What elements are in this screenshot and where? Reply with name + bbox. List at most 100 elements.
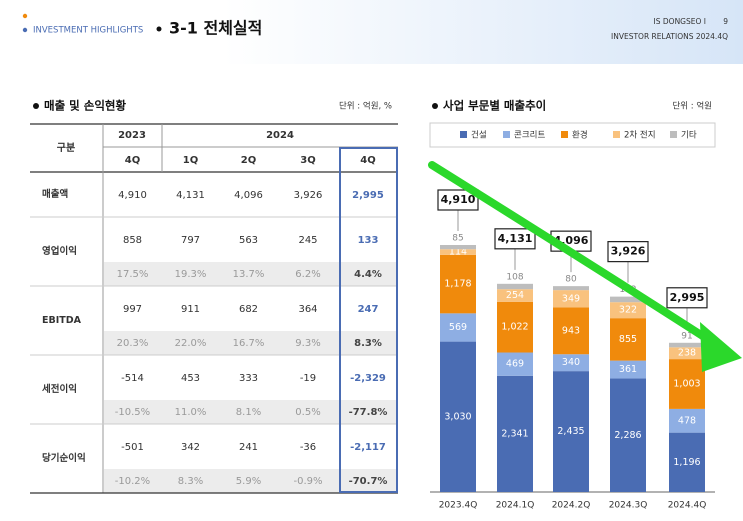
cell-value: -36 [300,442,316,453]
row-label: 당기순이익 [42,452,86,464]
cell-value: 911 [181,304,200,315]
total-label: 3,926 [611,245,646,258]
segment-label: 3,030 [444,411,471,422]
cell-value: 364 [298,304,317,315]
total-label: 4,131 [498,232,533,245]
table-title: 매출 및 손익현황 [44,99,126,113]
cell-value: 2,995 [352,190,384,201]
highlight-column [339,147,398,493]
segment-label: 1,022 [501,322,528,333]
cell-margin: 17.5% [117,269,149,280]
cell-margin: -0.9% [293,476,322,487]
cell-value: 333 [239,373,258,384]
segment-label: 478 [678,415,696,426]
total-box [437,189,479,211]
bar-segment [669,408,705,433]
header-quarter: 4Q [360,155,375,166]
legend-swatch [460,131,467,138]
bullet [432,103,438,109]
segment-label: 80 [565,275,577,285]
cell-margin: 8.1% [236,407,261,418]
segment-label: 340 [562,357,580,368]
segment-label: 349 [562,293,580,304]
bar-segment [553,307,589,355]
x-tick-label: 2024.2Q [552,501,591,511]
table-unit: 단위 : 억원, % [339,101,392,112]
cell-margin: -10.5% [115,407,150,418]
bar-segment [497,289,533,302]
cell-value: 563 [239,235,258,246]
cell-value: 858 [123,235,142,246]
x-tick-label: 2024.3Q [609,501,648,511]
cell-value: 4,910 [118,190,147,201]
cell-value: 4,131 [176,190,205,201]
margin-bg [104,331,398,355]
bar-segment [497,352,533,376]
segment-label: 85 [452,234,463,244]
section-label: INVESTMENT HIGHLIGHTS [33,26,143,36]
cell-value: 245 [298,235,317,246]
chart-title: 사업 부문별 매출추이 [443,99,546,113]
margin-bg [104,469,398,493]
bar-segment [553,290,589,308]
cell-margin: 16.7% [233,338,265,349]
bar-segment [669,359,705,409]
header-bg [0,0,743,64]
cell-margin: 13.7% [233,269,265,280]
legend-label: 건설 [471,130,487,141]
cell-value: 797 [181,235,200,246]
segment-label: 2,286 [614,430,641,441]
dot [22,27,28,33]
cell-value: 133 [358,235,379,246]
bar-segment [497,283,533,290]
cell-value: 247 [358,304,379,315]
row-label: 세전이익 [42,383,77,395]
segment-label: 943 [562,325,580,336]
annotation-arrowhead [700,322,742,372]
cell-margin: 0.5% [295,407,320,418]
header-label: 구분 [57,142,75,154]
bar-segment [610,302,646,319]
cell-margin: -70.7% [349,476,388,487]
total-label: 4,910 [441,193,476,206]
total-box [494,228,536,250]
segment-label: 361 [619,364,637,375]
segment-label: 108 [506,272,523,282]
margin-bg [104,400,398,424]
company: IS DONGSEO I [654,17,706,26]
bar-segment [497,375,533,492]
header-quarter: 4Q [125,155,140,166]
cell-value: -2,117 [350,442,386,453]
header-quarter: 3Q [300,155,315,166]
cell-margin: 11.0% [175,407,207,418]
bar-segment [553,371,589,492]
bar-segment [610,360,646,379]
segment-label: 469 [506,359,524,370]
cell-value: -19 [300,373,316,384]
bullet [156,26,162,32]
total-box [607,241,649,263]
cell-margin: 22.0% [175,338,207,349]
cell-value: 241 [239,442,258,453]
row-label: 매출액 [42,188,68,200]
x-tick-label: 2023.4Q [439,501,478,511]
cell-margin: 4.4% [354,269,382,280]
bar-segment [610,296,646,303]
cell-value: -514 [121,373,144,384]
cell-value: 4,096 [234,190,263,201]
segment-label: 238 [678,348,696,359]
cell-value: -2,329 [350,373,386,384]
legend-box [429,122,716,148]
segment-label: 569 [449,322,467,333]
chart-unit: 단위 : 억원 [672,101,712,112]
segment-label: 1,196 [673,457,700,468]
header-quarter: 1Q [183,155,198,166]
cell-value: 342 [181,442,200,453]
cell-margin: -10.2% [115,476,150,487]
bar-segment [669,342,705,348]
bar-segment [553,286,589,291]
row-label: 영업이익 [42,245,77,257]
bar-segment [610,378,646,492]
annotation-arrow [428,161,716,346]
